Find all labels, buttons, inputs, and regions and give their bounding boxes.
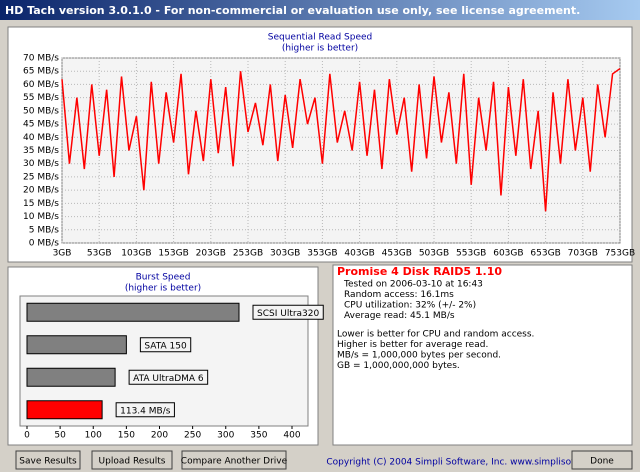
- button[interactable]: [571, 450, 633, 470]
- x-tick-label: 503GB: [419, 249, 449, 259]
- y-tick-label: 70 MB/s: [23, 54, 59, 64]
- info-note: Lower is better for CPU and random acces…: [337, 330, 534, 340]
- x-tick-label: 150: [118, 431, 135, 441]
- info-note: MB/s = 1,000,000 bytes per second.: [337, 351, 501, 361]
- button[interactable]: [15, 450, 81, 470]
- info-line: Random access: 16.1ms: [344, 290, 454, 300]
- bar-label-box: [115, 402, 175, 418]
- button[interactable]: [91, 450, 173, 470]
- button-label[interactable]: Upload Results: [99, 457, 166, 467]
- buttons: Save Results Upload Results Compare Anothe…: [15, 450, 633, 470]
- bar-label: SATA 150: [144, 341, 187, 351]
- x-tick-label: 100: [85, 431, 102, 441]
- line: [61, 67, 621, 212]
- info-line: Average read: 45.1 MB/s: [344, 311, 455, 321]
- button-label[interactable]: Compare Another Drive: [181, 457, 288, 467]
- y-tick-label: 35 MB/s: [23, 146, 59, 156]
- y-tick-label: 45 MB/s: [23, 120, 59, 130]
- footer: Copyright (C) 2004 Simpli Software, Inc.…: [326, 458, 621, 468]
- bar-label-box: [252, 304, 324, 320]
- x-tick-label: 53GB: [87, 249, 112, 259]
- x-tick-label: 103GB: [121, 249, 151, 259]
- x-tick-label: 453GB: [382, 249, 412, 259]
- x-tick-label: 603GB: [493, 249, 523, 259]
- bar: [26, 335, 127, 355]
- button-label[interactable]: Done: [590, 457, 614, 467]
- info-line: CPU utilization: 32% (+/- 2%): [344, 301, 476, 311]
- y-tick-label: 60 MB/s: [23, 80, 59, 90]
- x-tick-label: 703GB: [568, 249, 598, 259]
- x-tick-label: 753GB: [605, 249, 635, 259]
- x-tick-label: 353GB: [307, 249, 337, 259]
- bar-label: 113.4 MB/s: [120, 406, 171, 416]
- info-panel: [332, 264, 633, 446]
- y-tick-label: 55 MB/s: [23, 93, 59, 103]
- info-line: Tested on 2006-03-10 at 16:43: [343, 280, 483, 290]
- x-tick-label: 200: [151, 431, 168, 441]
- x-tick-label: 3GB: [53, 249, 72, 259]
- y-tick-label: 20 MB/s: [23, 186, 59, 196]
- x-tick-label: 0: [24, 431, 30, 441]
- x-tick-label: 203GB: [196, 249, 226, 259]
- title-bar: [0, 0, 640, 20]
- y-tick-label: 50 MB/s: [23, 106, 59, 116]
- window-title: HD Tach version 3.0.1.0 - For non-commer…: [5, 4, 580, 17]
- x-tick-label: 303GB: [270, 249, 300, 259]
- x-tick-label: 403GB: [344, 249, 374, 259]
- chart-subtitle: (higher is better): [125, 284, 201, 294]
- y-tick-label: 30 MB/s: [23, 159, 59, 169]
- y-tick-label: 65 MB/s: [23, 67, 59, 77]
- y-tick-label: 0 MB/s: [29, 239, 60, 249]
- button-label[interactable]: Save Results: [19, 457, 77, 467]
- info-note: Higher is better for average read.: [337, 340, 488, 350]
- chart-title: Sequential Read Speed: [268, 33, 373, 43]
- bar-label-box: [128, 369, 209, 385]
- bar: [26, 302, 240, 322]
- bar: [26, 400, 103, 420]
- x-tick-label: 153GB: [158, 249, 188, 259]
- chart-subtitle: (higher is better): [282, 44, 358, 54]
- bar: [26, 367, 116, 387]
- info-title: Promise 4 Disk RAID5 1.10: [337, 265, 502, 278]
- info-note: GB = 1,000,000,000 bytes.: [337, 361, 460, 371]
- bar-label-box: [139, 337, 192, 353]
- y-tick-label: 25 MB/s: [23, 172, 59, 182]
- chart-title: Burst Speed: [136, 273, 191, 283]
- button[interactable]: [181, 450, 287, 470]
- y-tick-label: 40 MB/s: [23, 133, 59, 143]
- x-tick-label: 350: [250, 431, 267, 441]
- y-tick-label: 15 MB/s: [23, 199, 59, 209]
- x-tick-label: 653GB: [530, 249, 560, 259]
- x-tick-label: 553GB: [456, 249, 486, 259]
- y-tick-label: 10 MB/s: [23, 212, 59, 222]
- x-tick-label: 400: [283, 431, 300, 441]
- y-tick-label: 5 MB/s: [29, 225, 60, 235]
- x-tick-label: 253GB: [233, 249, 263, 259]
- x-tick-label: 300: [217, 431, 234, 441]
- bar-label: ATA UltraDMA 6: [133, 374, 204, 384]
- bar-label: SCSI Ultra320: [257, 309, 320, 319]
- x-tick-label: 250: [184, 431, 201, 441]
- x-tick-label: 50: [54, 431, 66, 441]
